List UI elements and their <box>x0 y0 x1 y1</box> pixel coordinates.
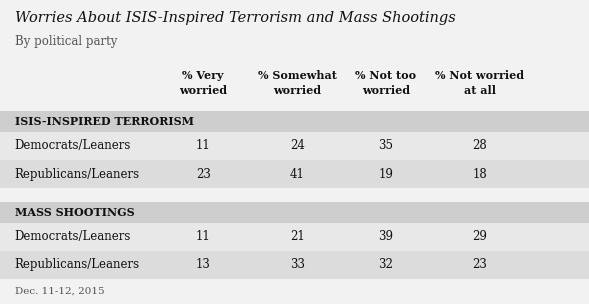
Text: 32: 32 <box>378 258 393 271</box>
Bar <box>0 132 589 160</box>
Text: MASS SHOOTINGS: MASS SHOOTINGS <box>15 207 134 218</box>
Text: % Not too
worried: % Not too worried <box>355 70 416 95</box>
Text: 39: 39 <box>378 230 393 243</box>
Bar <box>0 202 589 223</box>
Text: 11: 11 <box>196 139 211 152</box>
Text: By political party: By political party <box>15 35 117 48</box>
Text: Democrats/Leaners: Democrats/Leaners <box>15 230 131 243</box>
Text: % Very
worried: % Very worried <box>179 70 227 95</box>
Text: 24: 24 <box>290 139 305 152</box>
Text: Republicans/Leaners: Republicans/Leaners <box>15 168 140 181</box>
Text: 19: 19 <box>378 168 393 181</box>
Text: 11: 11 <box>196 230 211 243</box>
Bar <box>0 251 589 279</box>
Text: % Not worried
at all: % Not worried at all <box>435 70 525 95</box>
Text: 23: 23 <box>196 168 211 181</box>
Bar <box>0 160 589 188</box>
Text: Democrats/Leaners: Democrats/Leaners <box>15 139 131 152</box>
Text: 18: 18 <box>472 168 488 181</box>
Text: Republicans/Leaners: Republicans/Leaners <box>15 258 140 271</box>
Text: % Somewhat
worried: % Somewhat worried <box>258 70 337 95</box>
Bar <box>0 111 589 132</box>
Text: Dec. 11-12, 2015: Dec. 11-12, 2015 <box>15 287 104 296</box>
Text: 41: 41 <box>290 168 305 181</box>
Text: 29: 29 <box>472 230 488 243</box>
Text: 28: 28 <box>472 139 488 152</box>
Text: 35: 35 <box>378 139 393 152</box>
Text: Worries About ISIS-Inspired Terrorism and Mass Shootings: Worries About ISIS-Inspired Terrorism an… <box>15 11 455 25</box>
Text: 13: 13 <box>196 258 211 271</box>
Text: 21: 21 <box>290 230 305 243</box>
Text: 33: 33 <box>290 258 305 271</box>
Text: 23: 23 <box>472 258 488 271</box>
Bar <box>0 223 589 251</box>
Text: ISIS-INSPIRED TERRORISM: ISIS-INSPIRED TERRORISM <box>15 116 194 127</box>
